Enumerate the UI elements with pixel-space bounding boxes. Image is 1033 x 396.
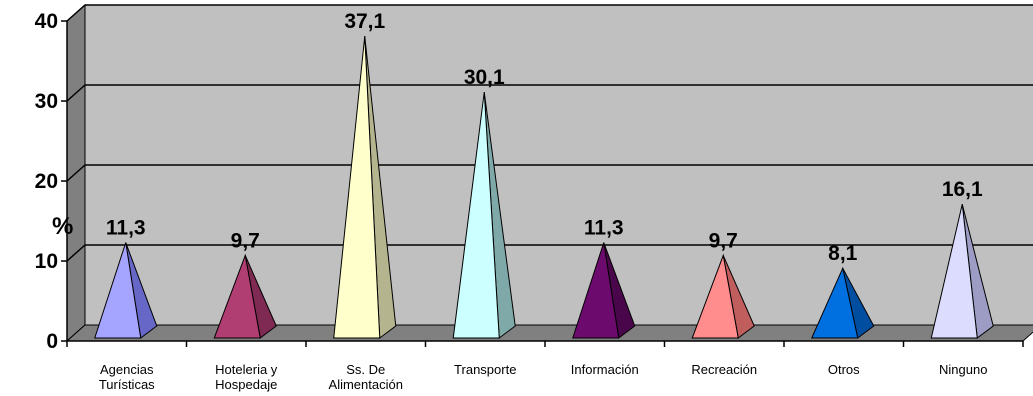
data-label: 11,3 — [106, 217, 146, 240]
pyramid-bar — [691, 253, 755, 339]
data-label: 30,1 — [464, 66, 505, 89]
x-tick-label-line: Turísticas — [99, 377, 155, 392]
gridline-side — [66, 4, 86, 22]
data-label: 9,7 — [231, 229, 260, 252]
data-label: 8,1 — [828, 242, 858, 265]
y-tick-label: 20 — [35, 170, 58, 193]
x-tick-label: Otros — [828, 362, 860, 377]
y-tick-label: 0 — [46, 330, 58, 353]
y-tick-label: 40 — [35, 10, 58, 33]
pyramid-front-face — [213, 253, 261, 339]
y-axis-label: % — [52, 213, 73, 240]
pyramid-bar — [930, 204, 994, 339]
x-tick-label-line: Hospedaje — [215, 377, 277, 392]
x-tick-label-line: Información — [571, 362, 639, 377]
x-tick-label: Agencias Turísticas — [99, 362, 155, 392]
data-labels: 11,3 9,7 37,1 30,1 11,3 9,7 8,1 16,1 — [106, 10, 983, 265]
pyramid-bar — [94, 242, 158, 339]
pyramid-bars — [94, 36, 994, 339]
pyramid-bar — [810, 266, 875, 339]
x-tick-label: Hoteleria y Hospedaje — [215, 362, 278, 392]
gridline-side — [66, 84, 86, 102]
floor — [65, 324, 1033, 342]
pyramid-front-face — [810, 266, 859, 339]
x-tick-label-line: Recreación — [691, 362, 757, 377]
y-tick-labels: 0 10 20 30 40 — [35, 10, 58, 353]
data-label: 16,1 — [942, 178, 983, 201]
x-tick-label: Transporte — [454, 362, 516, 377]
pyramid-front-face — [930, 204, 978, 339]
pyramid-bar — [452, 92, 516, 339]
x-tick-label: Recreación — [691, 362, 757, 377]
x-tick-label-line: Ninguno — [939, 362, 987, 377]
pyramid-front-face — [452, 92, 500, 339]
axes — [61, 20, 1024, 347]
x-tick-label-line: Alimentación — [329, 377, 403, 392]
x-tick-label-line: Ss. De — [346, 362, 385, 377]
pyramid-front-face — [94, 242, 142, 339]
y-tick-label: 10 — [35, 250, 58, 273]
pyramid-bar — [572, 242, 636, 339]
x-tick-label-line: Agencias — [100, 362, 154, 377]
x-tick-label-line: Otros — [828, 362, 860, 377]
gridline-side — [66, 244, 86, 262]
pyramid-bar — [213, 253, 277, 339]
data-label: 37,1 — [344, 10, 385, 33]
pyramid-front-face — [572, 242, 620, 339]
gridline-side — [66, 164, 86, 182]
pyramid-front-face — [691, 253, 739, 339]
x-tick-label-line: Transporte — [454, 362, 516, 377]
chart-walls — [65, 3, 1033, 343]
data-label: 9,7 — [709, 229, 738, 252]
pyramid-bar — [333, 36, 397, 339]
x-tick-label-line: Hoteleria y — [215, 362, 278, 377]
y-tick-label: 30 — [35, 90, 58, 113]
x-tick-label: Ss. De Alimentación — [329, 362, 403, 392]
x-tick-label: Ninguno — [939, 362, 987, 377]
x-tick-labels: Agencias Turísticas Hoteleria y Hospedaje Ss… — [99, 362, 988, 392]
data-label: 11,3 — [584, 217, 624, 240]
pyramid-front-face — [333, 36, 381, 339]
x-tick-label: Información — [571, 362, 639, 377]
gridlines — [66, 4, 1033, 262]
